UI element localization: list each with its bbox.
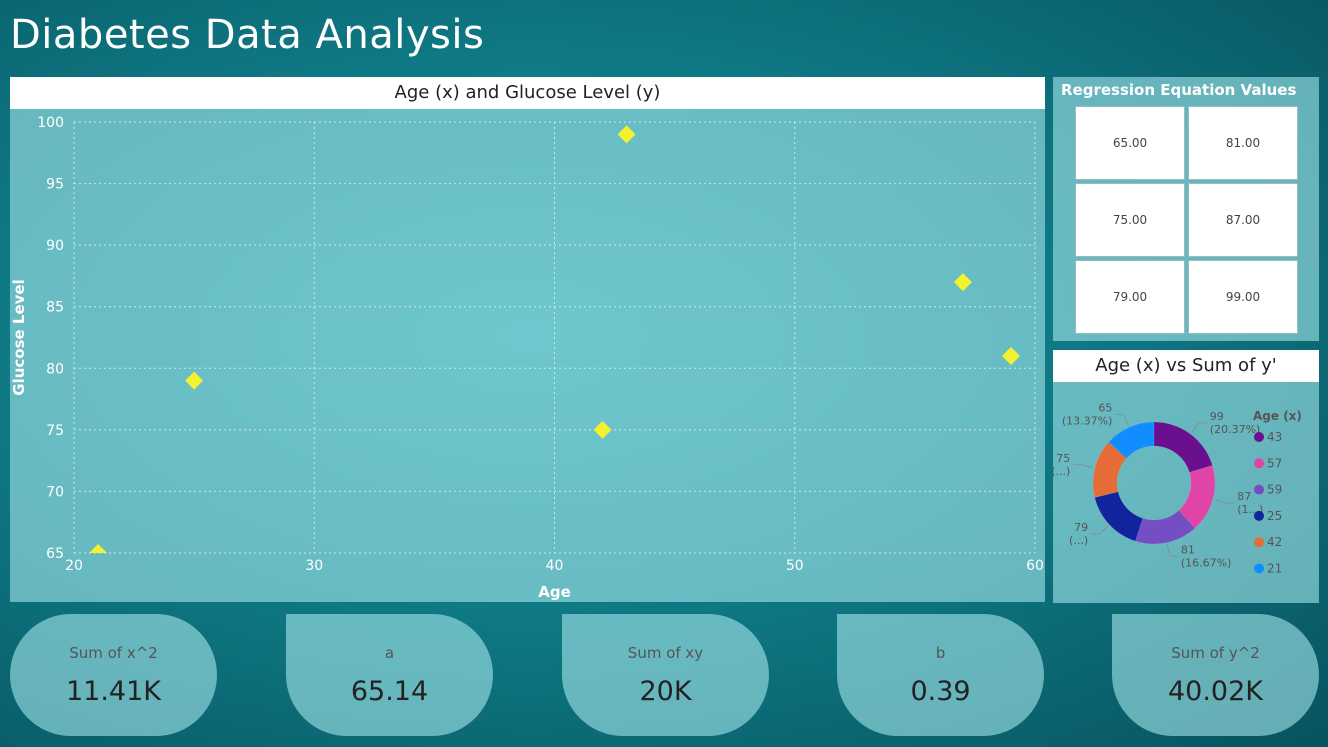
regression-cell[interactable]: 65.00 [1075,106,1185,180]
kpi-label: a [384,644,395,662]
kpi-card-a: a 65.14 [286,614,493,736]
donut-leader-line [1166,544,1178,557]
donut-leader-line [1091,525,1109,535]
scatter-point[interactable] [593,420,612,439]
scatter-chart[interactable]: 65 70 75 80 85 90 95 100 20 30 40 50 60 Age Glucose Le… [10,77,1045,602]
donut-chart[interactable]: 99(20.37%)87(1...)81(16.67%)79(...)75(..… [1053,350,1319,603]
legend-label[interactable]: 42 [1267,535,1282,549]
x-tick-label: 30 [305,558,323,574]
kpi-value: 0.39 [910,676,971,707]
y-tick-label: 65 [46,546,64,562]
regression-title: Regression Equation Values [1061,81,1297,99]
kpi-label: b [935,644,946,662]
donut-legend-title: Age (x) [1253,409,1302,423]
donut-slice[interactable] [1108,421,1155,459]
donut-chart-panel[interactable]: Age (x) vs Sum of y' 99 (20.37%) 87 (1...) 8… [1053,350,1319,603]
donut-data-pct: (...) [1069,534,1088,547]
x-tick-label: 40 [546,558,564,574]
scatter-point[interactable] [617,125,636,144]
x-tick-label: 20 [65,558,83,574]
kpi-value: 20K [639,676,692,707]
scatter-point[interactable] [1001,346,1020,365]
donut-leader-line [1115,414,1129,426]
y-tick-label: 90 [46,238,64,254]
legend-marker [1254,563,1264,574]
kpi-value: 65.14 [350,676,429,707]
donut-slice[interactable] [1094,491,1144,542]
y-tick-label: 70 [46,484,64,500]
donut-data-pct: (13.37%) [1062,415,1113,428]
donut-slice[interactable] [1153,421,1213,473]
legend-marker [1254,458,1264,469]
dashboard-title: Diabetes Data Analysis [10,12,485,58]
regression-cell[interactable]: 79.00 [1075,260,1185,334]
kpi-card-b: b 0.39 [837,614,1044,736]
donut-leader-line [1191,422,1207,433]
kpi-card-sum-x2: Sum of x^2 11.41K [10,614,217,736]
regression-cell[interactable]: 81.00 [1188,106,1298,180]
kpi-label: Sum of xy [627,644,704,662]
scatter-point[interactable] [185,371,204,390]
legend-label[interactable]: 59 [1267,483,1282,497]
legend-marker [1254,432,1264,442]
donut-data-label: 65 [1098,402,1112,415]
kpi-card-sum-y2: Sum of y^2 40.02K [1112,614,1319,736]
x-tick-label: 60 [1026,558,1044,574]
donut-data-label: 87 [1237,490,1251,503]
legend-marker [1254,510,1264,521]
x-tick-label: 50 [786,558,804,574]
donut-chart-title: Age (x) vs Sum of y' [1053,350,1319,382]
legend-marker [1254,537,1264,548]
kpi-label: Sum of x^2 [69,644,158,662]
kpi-card-sum-xy: Sum of xy 20K [562,614,769,736]
donut-data-pct: (...) [1053,465,1070,478]
legend-label[interactable]: 25 [1267,509,1282,523]
scatter-chart-title: Age (x) and Glucose Level (y) [10,77,1045,109]
legend-label[interactable]: 21 [1267,562,1282,576]
y-tick-label: 80 [46,361,64,377]
donut-leader-line [1214,499,1235,504]
donut-data-label: 79 [1074,521,1088,534]
donut-leader-line [1073,464,1093,469]
donut-data-label: 99 [1210,410,1224,423]
kpi-value: 40.02K [1167,676,1263,707]
regression-cell[interactable]: 99.00 [1188,260,1298,334]
legend-marker [1254,484,1264,495]
donut-data-pct: (20.37%) [1210,423,1261,436]
regression-grid: 65.00 81.00 75.00 87.00 79.00 99.00 [1075,106,1299,334]
regression-panel[interactable]: Regression Equation Values 65.00 81.00 7… [1053,77,1319,341]
regression-cell[interactable]: 75.00 [1075,183,1185,257]
y-tick-label: 85 [46,300,64,316]
scatter-point[interactable] [953,273,972,292]
x-axis-label: Age [538,583,571,601]
legend-label[interactable]: 57 [1267,456,1282,470]
scatter-point[interactable] [89,544,108,562]
kpi-label: Sum of y^2 [1171,644,1260,662]
scatter-chart-panel[interactable]: Age (x) and Glucose Level (y) 65 70 75 80 85… [10,77,1045,602]
y-tick-label: 100 [37,115,64,131]
y-tick-label: 75 [46,423,64,439]
donut-data-label: 75 [1056,452,1070,465]
y-tick-label: 95 [46,177,64,193]
kpi-value: 11.41K [65,676,161,707]
donut-data-label: 81 [1181,543,1195,556]
legend-label[interactable]: 43 [1267,430,1282,444]
donut-data-pct: (16.67%) [1181,556,1232,569]
regression-cell[interactable]: 87.00 [1188,183,1298,257]
y-axis-label: Glucose Level [10,279,28,395]
